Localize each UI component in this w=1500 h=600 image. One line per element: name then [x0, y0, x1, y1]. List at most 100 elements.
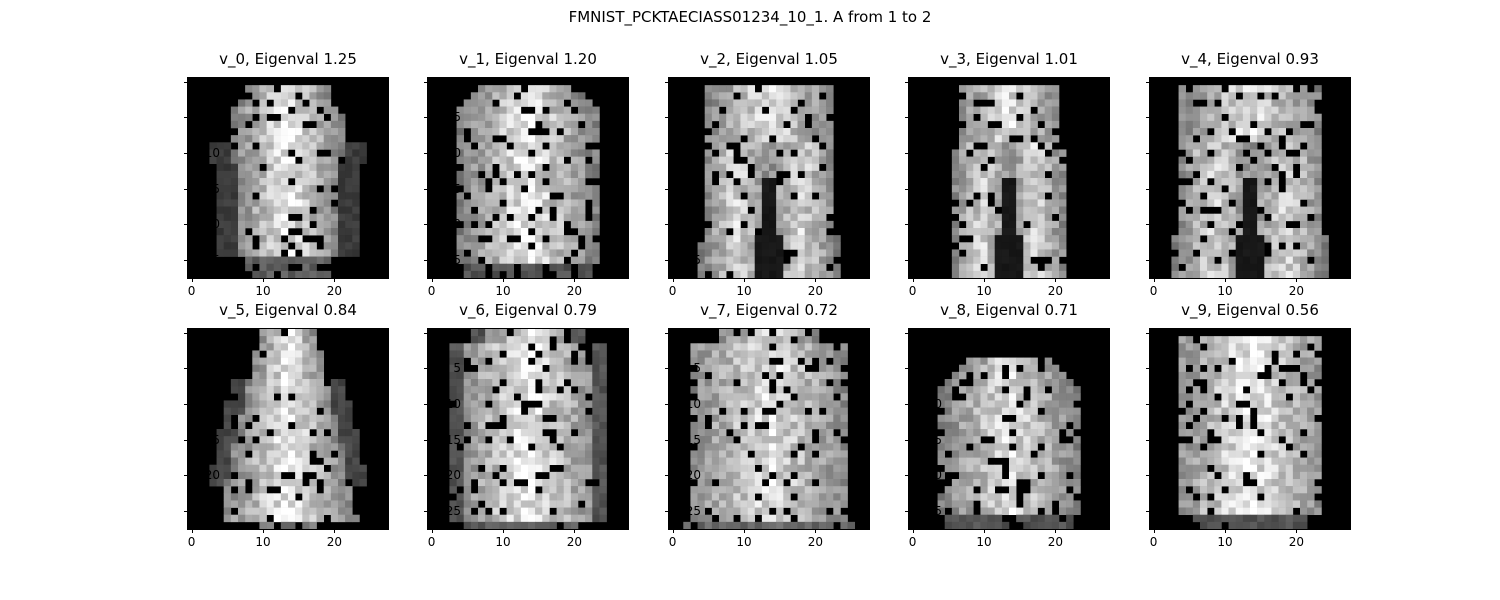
pixel-cell	[592, 486, 600, 494]
pixel-cell	[1257, 336, 1265, 344]
pixel-cell	[288, 128, 296, 136]
pixel-cell	[506, 336, 515, 344]
pixel-cell	[513, 521, 522, 529]
x-tick-label: 20	[1047, 284, 1064, 298]
pixel-cell	[740, 350, 748, 358]
pixel-cell	[585, 242, 593, 250]
pixel-cell	[994, 113, 1003, 122]
pixel-cell	[330, 443, 339, 451]
pixel-cell	[478, 371, 486, 380]
pixel-cell	[1023, 507, 1031, 516]
pixel-cell	[209, 471, 217, 480]
pixel-cell	[1009, 92, 1017, 100]
pixel-cell	[1285, 500, 1294, 508]
pixel-cell	[1001, 493, 1010, 501]
pixel-cell	[783, 336, 791, 344]
pixel-cell	[295, 235, 303, 243]
pixel-cell	[804, 393, 813, 401]
pixel-cell	[1016, 163, 1024, 172]
pixel-cell	[1023, 206, 1031, 215]
pixel-cell	[1214, 421, 1222, 430]
pixel-cell	[690, 350, 698, 358]
pixel-cell	[323, 85, 332, 93]
pixel-cell	[1300, 228, 1308, 236]
pixel-cell	[804, 149, 813, 157]
pixel-cell	[776, 379, 784, 387]
pixel-cell	[280, 106, 289, 115]
pixel-cell	[769, 242, 777, 250]
pixel-cell	[1278, 235, 1287, 243]
pixel-cell	[478, 120, 486, 129]
pixel-cell	[833, 507, 841, 516]
pixel-cell	[1228, 92, 1237, 100]
pixel-cell	[1321, 256, 1329, 265]
pixel-cell	[811, 235, 820, 243]
pixel-cell	[1271, 457, 1279, 466]
pixel-cell	[1228, 471, 1237, 480]
pixel-cell	[316, 113, 325, 122]
pixel-cell	[1285, 457, 1294, 466]
pixel-cell	[1009, 199, 1017, 207]
pixel-cell	[316, 464, 325, 473]
pixel-cell	[726, 479, 734, 487]
pixel-cell	[520, 270, 529, 278]
pixel-cell	[259, 364, 267, 373]
pixel-cell	[1250, 235, 1258, 243]
pixel-cell	[719, 263, 727, 272]
pixel-cell	[754, 507, 763, 516]
pixel-cell	[1009, 464, 1017, 473]
pixel-cell	[1221, 379, 1229, 387]
pixel-cell	[980, 85, 988, 93]
pixel-cell	[1221, 120, 1229, 129]
pixel-cell	[499, 113, 507, 122]
pixel-cell	[1235, 393, 1244, 401]
pixel-cell	[959, 443, 967, 451]
pixel-cell	[1278, 450, 1287, 458]
pixel-cell	[506, 450, 515, 458]
pixel-cell	[733, 170, 741, 179]
pixel-cell	[980, 113, 988, 122]
pixel-cell	[740, 185, 748, 193]
pixel-cell	[563, 249, 572, 257]
pixel-cell	[238, 149, 246, 157]
pixel-cell	[288, 407, 296, 416]
pixel-cell	[690, 407, 698, 416]
pixel-cell	[959, 256, 967, 265]
pixel-cell	[338, 507, 346, 516]
pixel-cell	[449, 350, 457, 358]
pixel-cell	[733, 135, 741, 143]
pixel-cell	[754, 256, 763, 265]
pixel-cell	[323, 206, 332, 215]
pixel-cell	[463, 407, 472, 416]
pixel-cell	[456, 350, 465, 358]
pixel-cell	[973, 185, 981, 193]
pixel-cell	[747, 421, 756, 430]
pixel-cell	[1250, 192, 1258, 200]
pixel-cell	[1314, 336, 1322, 344]
pixel-cell	[470, 414, 479, 423]
pixel-cell	[570, 256, 579, 265]
pixel-cell	[1228, 400, 1237, 408]
pixel-cell	[478, 521, 486, 529]
pixel-cell	[1009, 113, 1017, 122]
pixel-cell	[711, 486, 720, 494]
pixel-cell	[345, 450, 353, 458]
pixel-cell	[959, 178, 967, 186]
pixel-cell	[733, 450, 741, 458]
pixel-cell	[478, 270, 486, 278]
pixel-cell	[592, 120, 600, 129]
pixel-cell	[542, 393, 550, 401]
pixel-cell	[1228, 206, 1237, 215]
pixel-cell	[1192, 128, 1201, 136]
y-tick-mark	[665, 224, 669, 226]
pixel-cell	[542, 421, 550, 430]
pixel-cell	[309, 436, 317, 444]
pixel-cell	[1228, 99, 1237, 107]
pixel-cell	[499, 329, 507, 337]
pixel-cell	[556, 429, 565, 437]
pixel-cell	[1016, 407, 1024, 416]
pixel-cell	[338, 135, 346, 143]
pixel-cell	[592, 228, 600, 236]
pixel-cell	[535, 213, 543, 222]
pixel-cell	[1314, 178, 1322, 186]
